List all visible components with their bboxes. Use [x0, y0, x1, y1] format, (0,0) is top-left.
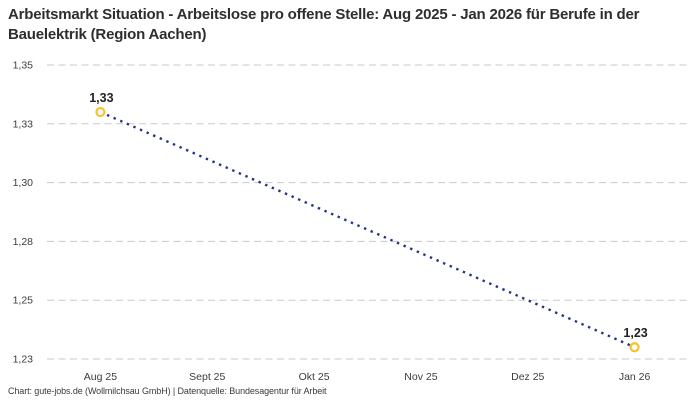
y-axis-tick-label: 1,30 [13, 177, 34, 189]
y-axis-tick-label: 1,35 [13, 60, 34, 72]
x-axis-tick-label: Aug 25 [84, 371, 117, 383]
chart-footer-attribution: Chart: gute-jobs.de (Wollmilchsau GmbH) … [8, 386, 327, 396]
x-axis-tick-label: Okt 25 [299, 371, 330, 383]
y-axis-tick-label: 1,33 [13, 118, 34, 130]
data-point-value-label: 1,33 [89, 91, 113, 105]
x-axis-tick-label: Nov 25 [404, 371, 437, 383]
x-axis-tick-label: Dez 25 [511, 371, 544, 383]
data-point-marker [629, 342, 640, 353]
chart-title: Arbeitsmarkt Situation - Arbeitslose pro… [8, 6, 640, 43]
series-dotted-line [99, 110, 636, 349]
y-axis-tick-label: 1,28 [13, 236, 34, 248]
data-point-marker [95, 106, 106, 118]
y-axis-tick-label: 1,23 [13, 354, 34, 366]
y-axis-tick-label: 1,25 [13, 295, 34, 307]
x-axis-tick-label: Jan 26 [619, 371, 651, 383]
x-axis-tick-label: Sept 25 [189, 371, 225, 383]
data-point-value-label: 1,23 [623, 326, 647, 340]
